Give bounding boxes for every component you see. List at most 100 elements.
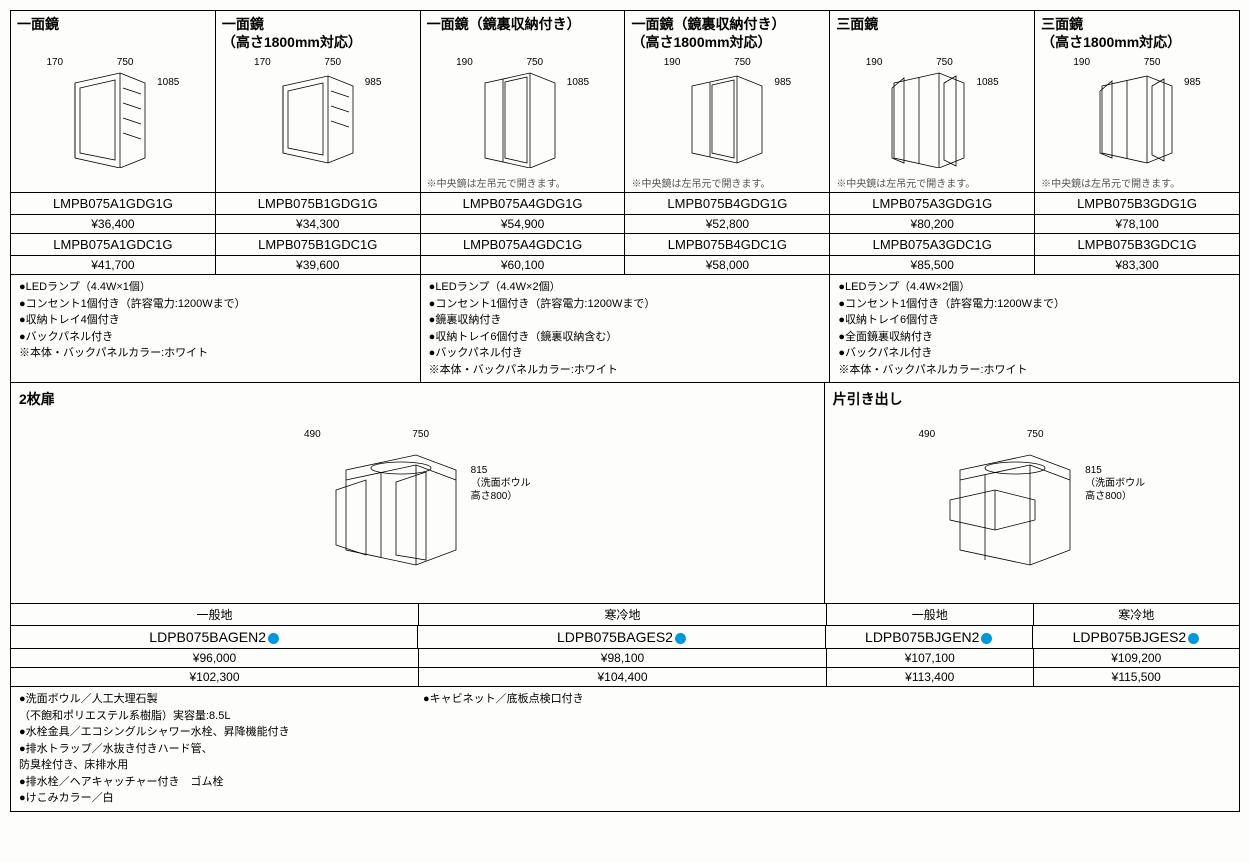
price: ¥58,000: [625, 256, 830, 274]
price: ¥52,800: [625, 215, 830, 233]
price: ¥115,500: [1034, 668, 1240, 686]
cabinet-cell-1: 片引き出し 490 750: [825, 383, 1239, 603]
mirror-title: 三面鏡 （高さ1800mm対応）: [1041, 15, 1233, 53]
dim-height: 985: [365, 77, 382, 88]
price: ¥39,600: [216, 256, 421, 274]
cabinet-code-row: LDPB075BAGEN2 LDPB075BAGES2 LDPB075BJGEN…: [11, 626, 1239, 649]
mirror-code-row-2: LMPB075A1GDC1G LMPB075B1GDC1G LMPB075A4G…: [11, 234, 1239, 256]
dim-sub: （洗面ボウル 高さ800）: [471, 478, 531, 502]
spec-right: ●キャビネット／底板点検口付き: [423, 691, 1231, 807]
price: ¥85,500: [830, 256, 1035, 274]
product-code: LMPB075A3GDC1G: [830, 234, 1035, 255]
cabinet-title: 2枚扉: [19, 389, 816, 409]
spec-line: ●コンセント1個付き（許容電力:1200Wまで）: [838, 296, 1231, 313]
mirror-title: 一面鏡 （高さ1800mm対応）: [222, 15, 414, 53]
price: ¥96,000: [11, 649, 419, 667]
cabinet-price-row-2: ¥102,300 ¥104,400 ¥113,400 ¥115,500: [11, 668, 1239, 687]
dim-width: 750: [412, 429, 429, 440]
mirror-note: ※中央鏡は左吊元で開きます。: [836, 175, 1028, 190]
spec-line: ●水栓金具／エコシングルシャワー水栓、昇降機能付き: [19, 724, 423, 741]
dim-depth: 490: [304, 429, 321, 440]
dim-width: 750: [117, 57, 134, 68]
spec-line: ●LEDランプ（4.4W×2個）: [429, 279, 822, 296]
product-code: LMPB075A1GDC1G: [11, 234, 216, 255]
dim-height: 815: [471, 465, 488, 476]
spec-line: ●全面鏡裏収納付き: [838, 329, 1231, 346]
price: ¥41,700: [11, 256, 216, 274]
price: ¥54,900: [421, 215, 626, 233]
cabinet-diagram-row: 2枚扉 490 750: [11, 383, 1239, 604]
dim-width: 750: [936, 57, 953, 68]
spec-line: ●収納トレイ6個付き（鏡裏収納含む）: [429, 329, 822, 346]
dim-depth: 190: [456, 57, 473, 68]
product-code: LDPB075BAGEN2: [11, 626, 418, 648]
mirror-note: ※中央鏡は左吊元で開きます。: [427, 175, 619, 190]
spec-line: ●鏡裏収納付き: [429, 312, 822, 329]
dim-width: 750: [1144, 57, 1161, 68]
mirror-price-row-2: ¥41,700 ¥39,600 ¥60,100 ¥58,000 ¥85,500 …: [11, 256, 1239, 275]
product-code: LMPB075B3GDG1G: [1035, 193, 1239, 214]
price: ¥102,300: [11, 668, 419, 686]
spec-line: ●排水栓／ヘアキャッチャー付き ゴム栓: [19, 774, 423, 791]
spec-line: ●バックパネル付き: [429, 345, 822, 362]
spec-line: ●LEDランプ（4.4W×1個）: [19, 279, 412, 296]
dim-width: 750: [1027, 429, 1044, 440]
dim-height: 1085: [976, 77, 998, 88]
mirror-cell-0: 一面鏡 170 750 1085: [11, 11, 216, 192]
dim-height: 985: [1184, 77, 1201, 88]
dim-depth: 490: [918, 429, 935, 440]
spec-line: ●収納トレイ4個付き: [19, 312, 412, 329]
price: ¥36,400: [11, 215, 216, 233]
dim-width: 750: [734, 57, 751, 68]
dim-depth: 190: [1073, 57, 1090, 68]
color-dot-icon: [268, 633, 279, 644]
product-code: LMPB075A1GDG1G: [11, 193, 216, 214]
mirror-title: 三面鏡: [836, 15, 1028, 53]
mirror-cell-1: 一面鏡 （高さ1800mm対応） 170 750 985: [216, 11, 421, 192]
spec-line: ●洗面ボウル／人工大理石製: [19, 691, 423, 708]
product-code: LDPB075BAGES2: [418, 626, 825, 648]
mirror-note: ※中央鏡は左吊元で開きます。: [1041, 175, 1233, 190]
spec-line: ※本体・バックパネルカラー:ホワイト: [838, 362, 1231, 379]
cabinet-diagram-icon: [321, 440, 471, 580]
mirror-diagram-icon: [1092, 68, 1182, 168]
product-code: LMPB075B3GDC1G: [1035, 234, 1239, 255]
mirror-cell-3: 一面鏡（鏡裏収納付き） （高さ1800mm対応） 190 750 985 ※中央…: [625, 11, 830, 192]
dim-height: 815: [1085, 465, 1102, 476]
dim-depth: 190: [866, 57, 883, 68]
dim-height: 1085: [157, 77, 179, 88]
price: ¥78,100: [1035, 215, 1239, 233]
spec-line: ●排水トラップ／水抜き付きハード管、: [19, 741, 423, 758]
mirror-diagram-icon: [884, 68, 974, 168]
cabinet-spec-row: ●洗面ボウル／人工大理石製 （不飽和ポリエステル系樹脂）実容量:8.5L ●水栓…: [11, 687, 1239, 811]
mirror-cell-4: 三面鏡 190 750 1085 ※中央鏡は左吊元で開き: [830, 11, 1035, 192]
mirror-diagram-icon: [475, 68, 565, 168]
dim-sub: （洗面ボウル 高さ800）: [1085, 478, 1145, 502]
spec-line: ●収納トレイ6個付き: [838, 312, 1231, 329]
spec-cell-1: ●LEDランプ（4.4W×2個） ●コンセント1個付き（許容電力:1200Wまで…: [421, 275, 831, 382]
price: ¥107,100: [827, 649, 1034, 667]
product-code: LDPB075BJGES2: [1033, 626, 1239, 648]
region-label: 一般地: [827, 604, 1034, 625]
price: ¥80,200: [830, 215, 1035, 233]
region-label: 寒冷地: [1034, 604, 1240, 625]
mirror-spec-row: ●LEDランプ（4.4W×1個） ●コンセント1個付き（許容電力:1200Wまで…: [11, 275, 1239, 383]
dim-width: 750: [324, 57, 341, 68]
spec-line: ●バックパネル付き: [838, 345, 1231, 362]
product-code: LMPB075A4GDG1G: [421, 193, 626, 214]
spec-line: ※本体・バックパネルカラー:ホワイト: [429, 362, 822, 379]
mirror-diagram-icon: [273, 68, 363, 168]
dim-depth: 170: [46, 57, 63, 68]
spec-line: ●LEDランプ（4.4W×2個）: [838, 279, 1231, 296]
mirror-title: 一面鏡: [17, 15, 209, 53]
price: ¥83,300: [1035, 256, 1239, 274]
product-code: LMPB075A4GDC1G: [421, 234, 626, 255]
price: ¥113,400: [827, 668, 1034, 686]
product-code: LMPB075B4GDC1G: [625, 234, 830, 255]
region-label: 一般地: [11, 604, 419, 625]
mirror-cell-5: 三面鏡 （高さ1800mm対応） 190 750 985: [1035, 11, 1239, 192]
spec-line: ●キャビネット／底板点検口付き: [423, 691, 1231, 708]
spec-line: ●コンセント1個付き（許容電力:1200Wまで）: [429, 296, 822, 313]
mirror-cell-2: 一面鏡（鏡裏収納付き） 190 750 1085 ※中央鏡は左吊元で開きます。: [421, 11, 626, 192]
product-code: LMPB075B4GDG1G: [625, 193, 830, 214]
